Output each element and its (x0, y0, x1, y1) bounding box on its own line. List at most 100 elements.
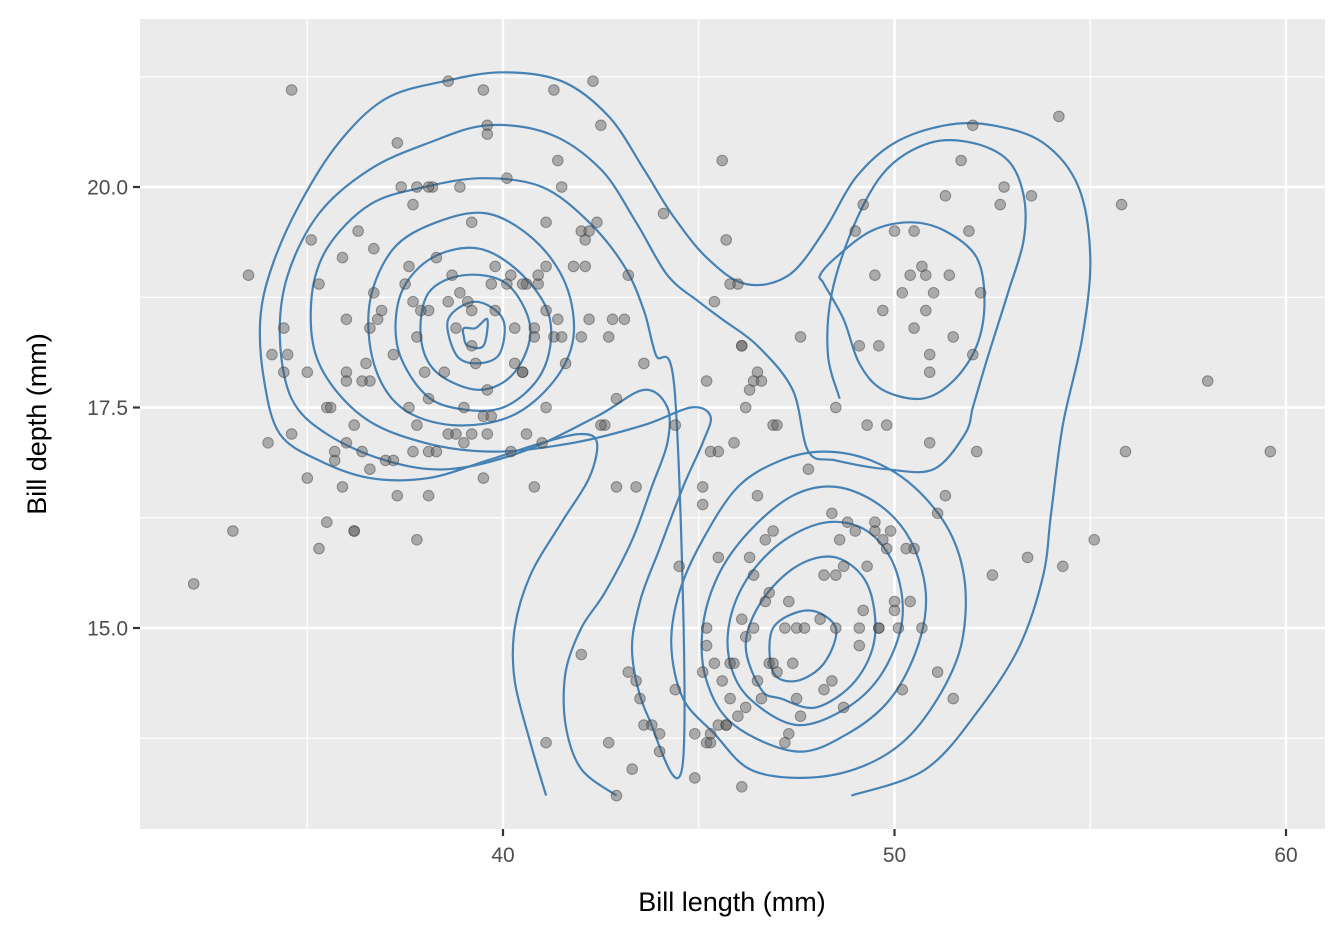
data-point (411, 534, 423, 546)
data-point (931, 507, 944, 520)
data-point (602, 331, 615, 343)
data-point (720, 719, 733, 731)
data-point (704, 736, 717, 749)
data-point (943, 269, 956, 282)
data-point (747, 569, 760, 581)
data-point (485, 278, 498, 290)
data-point (1057, 560, 1069, 573)
data-point (830, 569, 842, 581)
data-point (830, 401, 842, 414)
data-point (528, 481, 541, 493)
data-point (532, 269, 545, 282)
data-point (587, 75, 599, 87)
data-point (442, 75, 455, 87)
data-point (826, 507, 838, 520)
data-point (356, 445, 368, 458)
data-point (465, 340, 478, 352)
data-point (477, 410, 490, 423)
data-point (869, 269, 881, 282)
contour-line (309, 177, 713, 780)
data-point (849, 525, 862, 537)
data-point (908, 322, 920, 334)
data-point (728, 437, 740, 449)
data-point (281, 348, 294, 361)
data-point (481, 119, 494, 132)
data-point (747, 622, 760, 634)
data-point (187, 578, 200, 590)
data-point (340, 437, 353, 449)
contour-line (367, 211, 576, 427)
y-axis-title: Bill depth (mm) (22, 333, 52, 515)
data-point (622, 666, 635, 678)
data-point (606, 313, 619, 326)
data-point (262, 437, 274, 449)
x-tick-label: 40 (491, 844, 514, 867)
data-point (559, 357, 572, 370)
data-point (285, 428, 298, 440)
data-point (747, 375, 760, 387)
data-point (379, 454, 392, 467)
y-tick-label: 15.0 (87, 618, 128, 641)
data-point (508, 357, 521, 370)
data-point (348, 525, 361, 537)
data-point (759, 534, 772, 546)
data-point (974, 287, 987, 299)
data-point (391, 137, 404, 149)
contour-line (419, 273, 532, 392)
data-point (1201, 375, 1214, 387)
data-point (552, 154, 564, 167)
data-point (759, 595, 772, 608)
data-point (575, 648, 588, 661)
data-point (869, 525, 881, 537)
data-point (411, 331, 423, 343)
data-point (501, 172, 513, 184)
data-point (779, 622, 791, 634)
data-point (618, 313, 631, 326)
data-point (536, 437, 548, 449)
data-point (790, 692, 803, 705)
data-point (751, 489, 764, 502)
data-point (853, 622, 866, 634)
data-point (818, 569, 830, 581)
data-point (477, 472, 490, 484)
contour-line (726, 520, 904, 727)
data-point (904, 269, 917, 282)
data-point (555, 181, 568, 193)
data-point (364, 322, 376, 334)
data-point (877, 534, 889, 546)
data-point (724, 278, 736, 290)
data-point (830, 622, 842, 634)
data-point (802, 463, 815, 476)
data-point (454, 181, 466, 193)
data-point (779, 736, 791, 749)
data-point (591, 216, 603, 229)
data-point (794, 331, 807, 343)
data-point (700, 736, 713, 749)
data-point (743, 384, 756, 396)
data-point (324, 401, 337, 414)
data-point (818, 683, 830, 696)
data-point (767, 657, 779, 670)
data-point (841, 516, 854, 529)
data-point (908, 542, 920, 555)
data-point (340, 313, 353, 326)
data-point (579, 260, 592, 273)
data-point (321, 516, 333, 529)
data-point (696, 498, 709, 511)
data-point (739, 401, 752, 414)
data-point (278, 366, 290, 379)
data-point (583, 225, 595, 237)
data-point (998, 181, 1010, 193)
data-point (481, 428, 494, 440)
data-point (602, 736, 615, 749)
data-point (411, 181, 423, 193)
data-point (920, 269, 932, 282)
data-point (1021, 551, 1034, 564)
data-point (861, 419, 873, 431)
data-point (528, 322, 541, 334)
density-contours (258, 71, 1092, 797)
data-point (340, 366, 353, 379)
data-point (884, 525, 897, 537)
data-point (704, 728, 717, 740)
data-point (399, 278, 411, 290)
